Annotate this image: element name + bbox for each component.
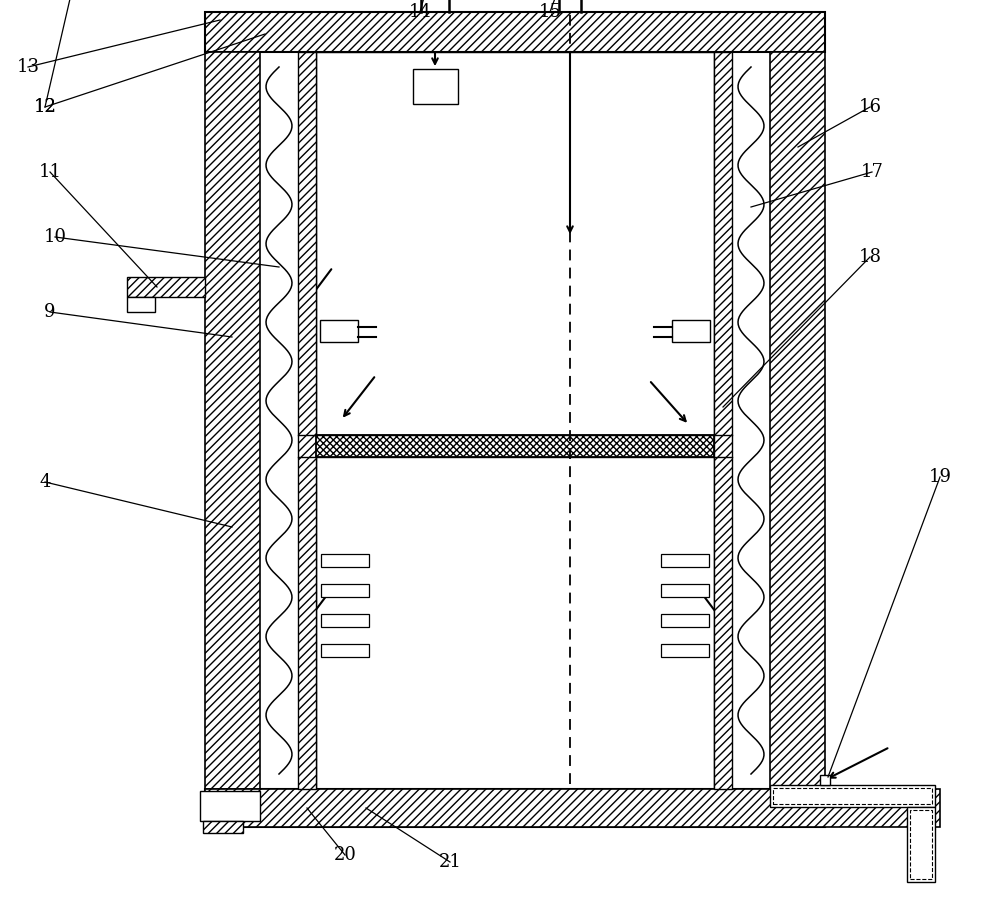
Bar	[320, 320, 358, 342]
Text: 19: 19	[928, 468, 952, 486]
Bar	[316, 52, 714, 789]
Bar	[413, 69, 458, 104]
Bar	[661, 554, 709, 567]
Text: 13: 13	[16, 58, 40, 76]
Text: 10: 10	[44, 228, 66, 246]
Bar	[200, 791, 260, 821]
Text: 17: 17	[861, 163, 883, 181]
Text: 16: 16	[858, 98, 882, 116]
Bar	[298, 52, 316, 789]
Bar	[820, 775, 830, 785]
Bar	[205, 789, 940, 827]
Bar	[672, 320, 710, 342]
Text: 15: 15	[539, 3, 561, 21]
Text: 4: 4	[39, 473, 51, 491]
Bar	[205, 52, 260, 789]
Bar	[127, 297, 155, 312]
Bar	[770, 52, 825, 789]
Text: 11: 11	[38, 163, 62, 181]
Text: 12: 12	[34, 98, 56, 116]
Bar	[205, 789, 825, 827]
Bar	[316, 435, 714, 457]
Text: 12: 12	[34, 98, 56, 116]
Bar	[661, 614, 709, 627]
Bar	[203, 821, 243, 833]
Text: 14: 14	[409, 3, 431, 21]
Text: 21: 21	[439, 853, 461, 871]
Bar	[205, 12, 825, 52]
Text: 9: 9	[44, 303, 56, 321]
Bar	[910, 810, 932, 879]
Text: 18: 18	[858, 248, 882, 266]
Bar	[321, 584, 369, 597]
Bar	[127, 277, 205, 297]
Bar	[661, 584, 709, 597]
Bar	[907, 807, 935, 882]
Bar	[321, 644, 369, 657]
Bar	[773, 788, 932, 804]
Bar	[661, 644, 709, 657]
Bar	[770, 785, 935, 807]
Bar	[321, 554, 369, 567]
Text: 20: 20	[334, 846, 356, 864]
Bar	[714, 52, 732, 789]
Bar	[321, 614, 369, 627]
